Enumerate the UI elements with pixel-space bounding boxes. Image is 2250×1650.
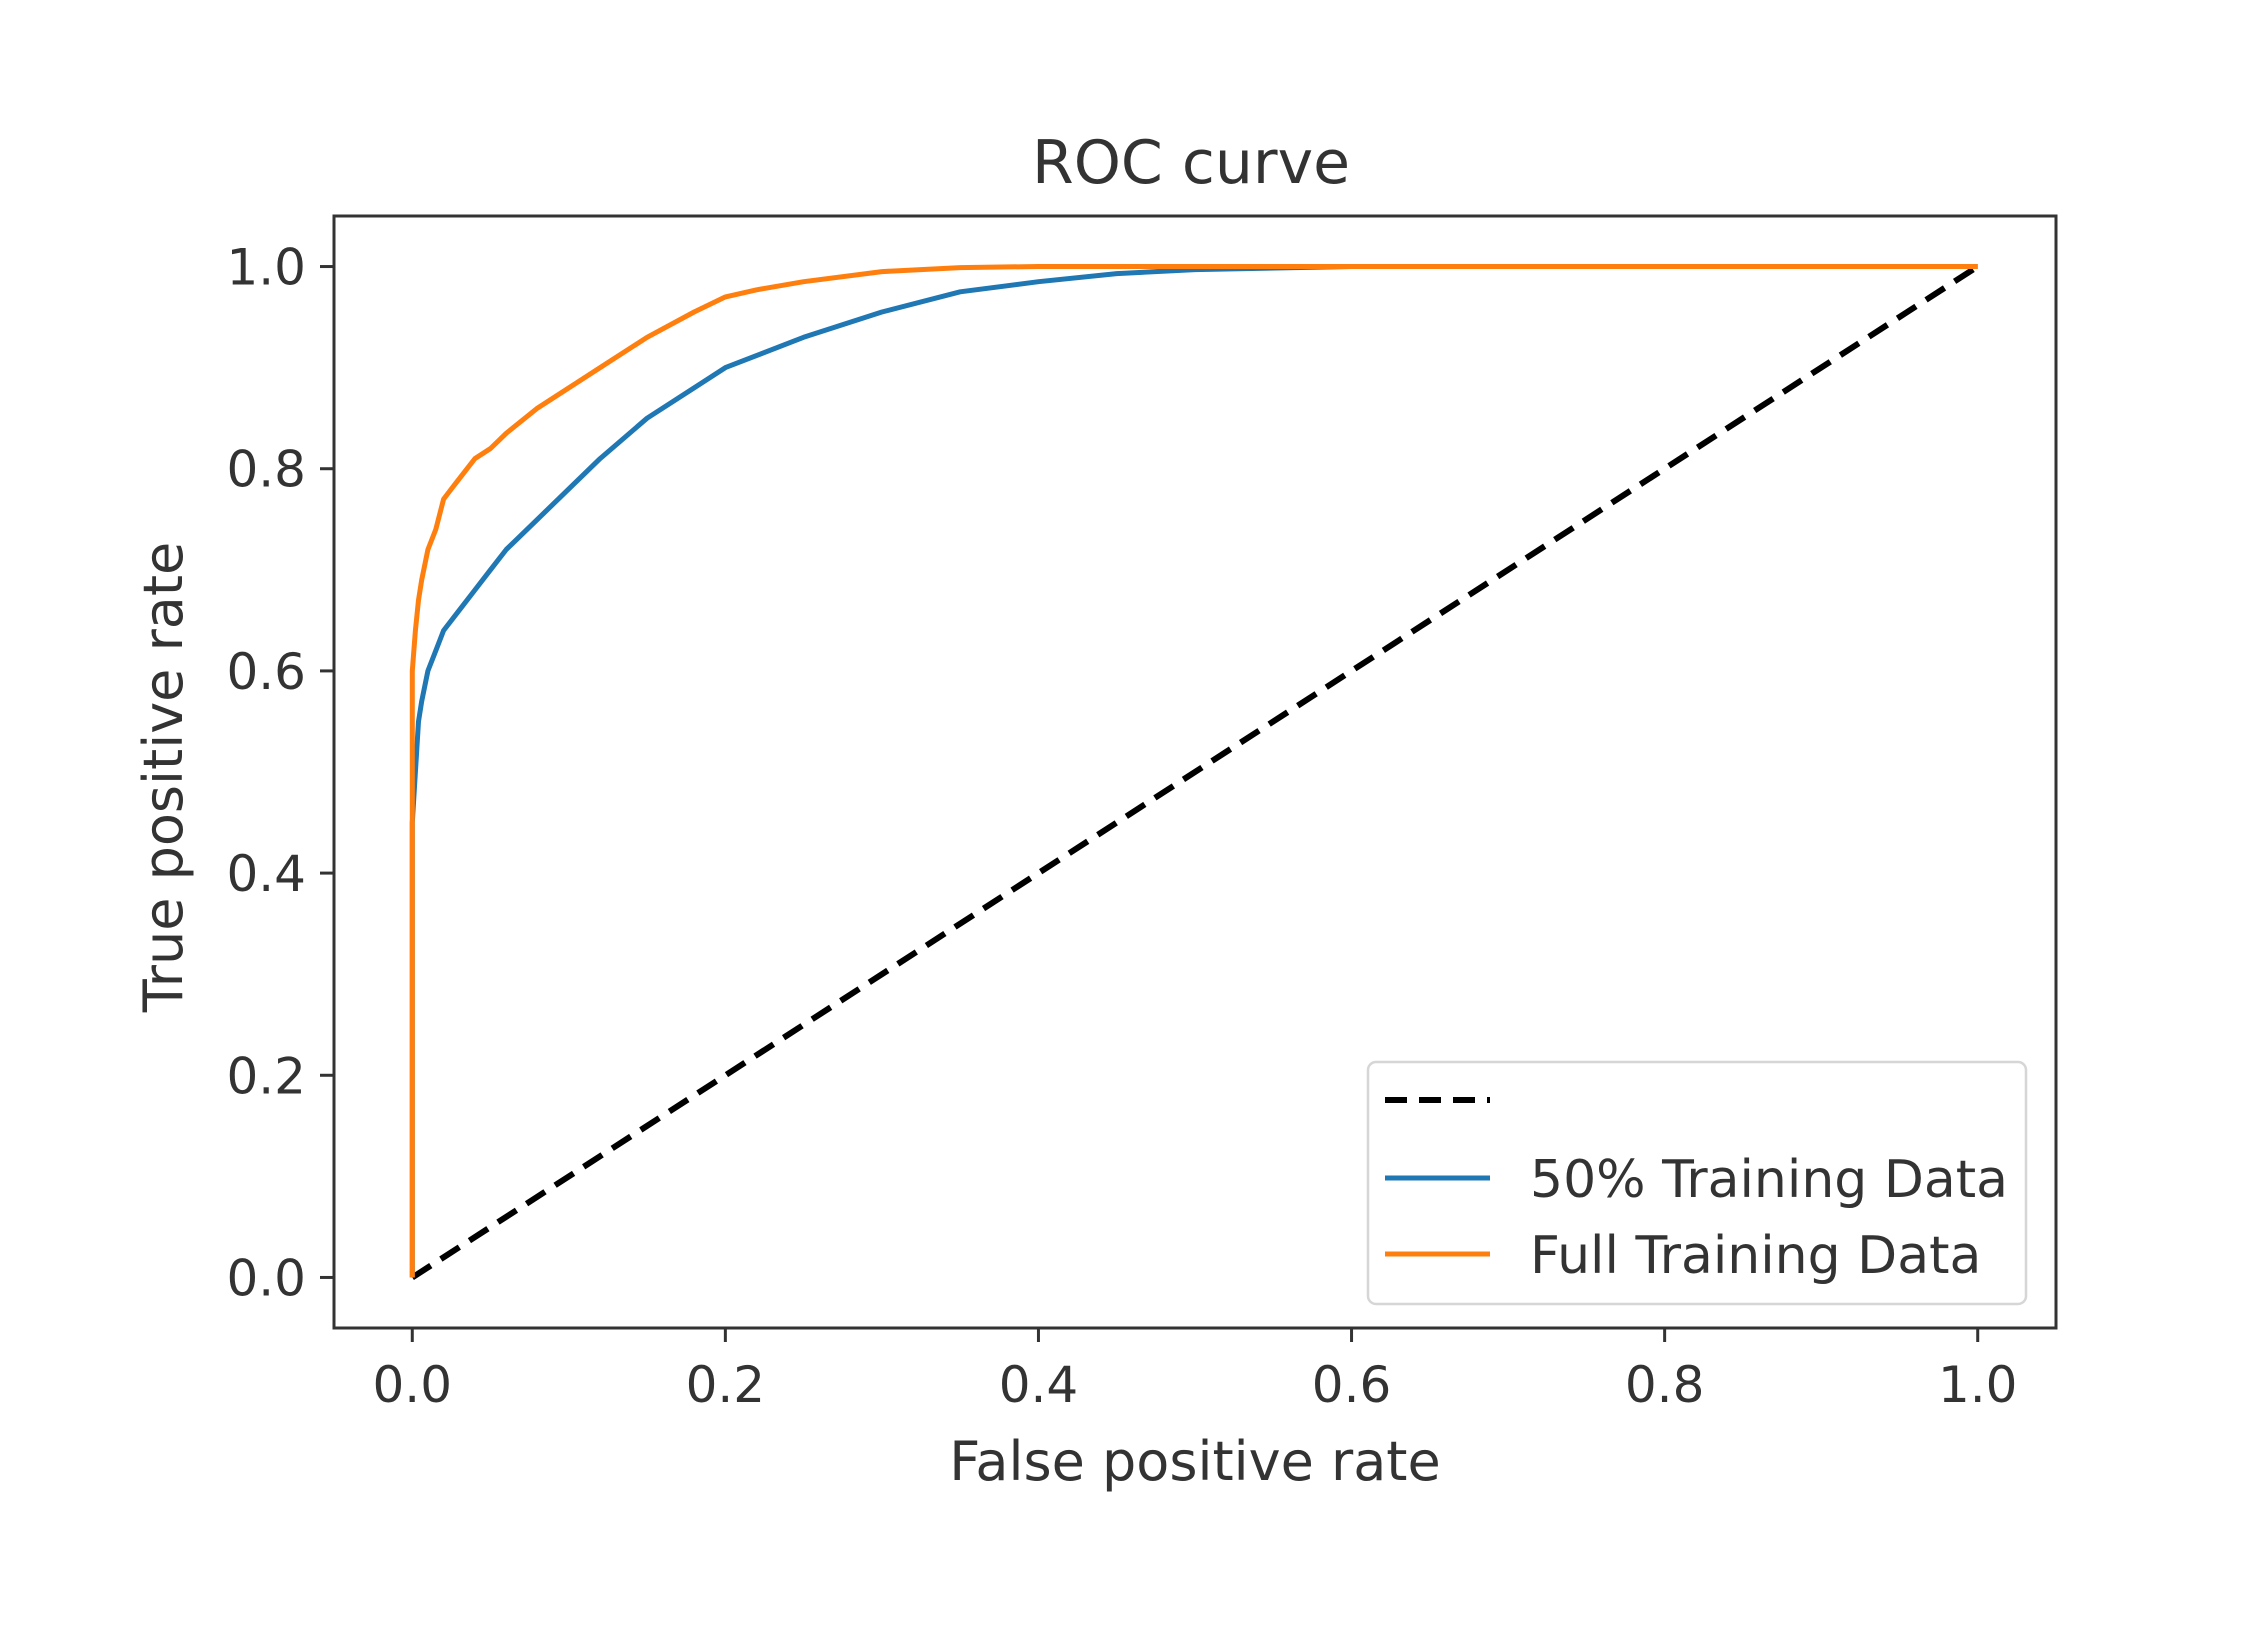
legend-box (1366, 1060, 2028, 1306)
series-layer (409, 263, 1980, 1281)
x-tick-label: 0.8 (1625, 1356, 1705, 1414)
y-axis-ticks: 0.0 0.2 0.4 0.6 0.8 1.0 (226, 239, 334, 1307)
y-tick-label: 1.0 (226, 239, 306, 297)
y-tick-label: 0.6 (226, 643, 306, 701)
legend-50pct-label: 50% Training Data (1530, 1150, 2008, 1210)
y-axis-label: True positive rate (132, 542, 195, 1014)
chart-title: ROC curve (1032, 128, 1350, 198)
series-full-line (409, 264, 1978, 1278)
legend: 50% Training Data Full Training Data (1366, 1060, 2028, 1306)
x-tick-label: 0.2 (686, 1356, 766, 1414)
x-tick-label: 1.0 (1938, 1356, 2018, 1414)
x-tick-label: 0.6 (1312, 1356, 1392, 1414)
y-tick-label: 0.2 (226, 1047, 306, 1105)
chance-diagonal-line (410, 263, 1980, 1281)
x-tick-label: 0.0 (373, 1356, 453, 1414)
x-axis-ticks: 0.0 0.2 0.4 0.6 0.8 1.0 (373, 1328, 2018, 1414)
x-tick-label: 0.4 (999, 1356, 1079, 1414)
x-axis-label: False positive rate (949, 1430, 1440, 1493)
y-tick-label: 0.4 (226, 845, 306, 903)
y-tick-label: 0.0 (226, 1249, 306, 1307)
legend-full-label: Full Training Data (1530, 1226, 1981, 1286)
y-tick-label: 0.8 (226, 441, 306, 499)
